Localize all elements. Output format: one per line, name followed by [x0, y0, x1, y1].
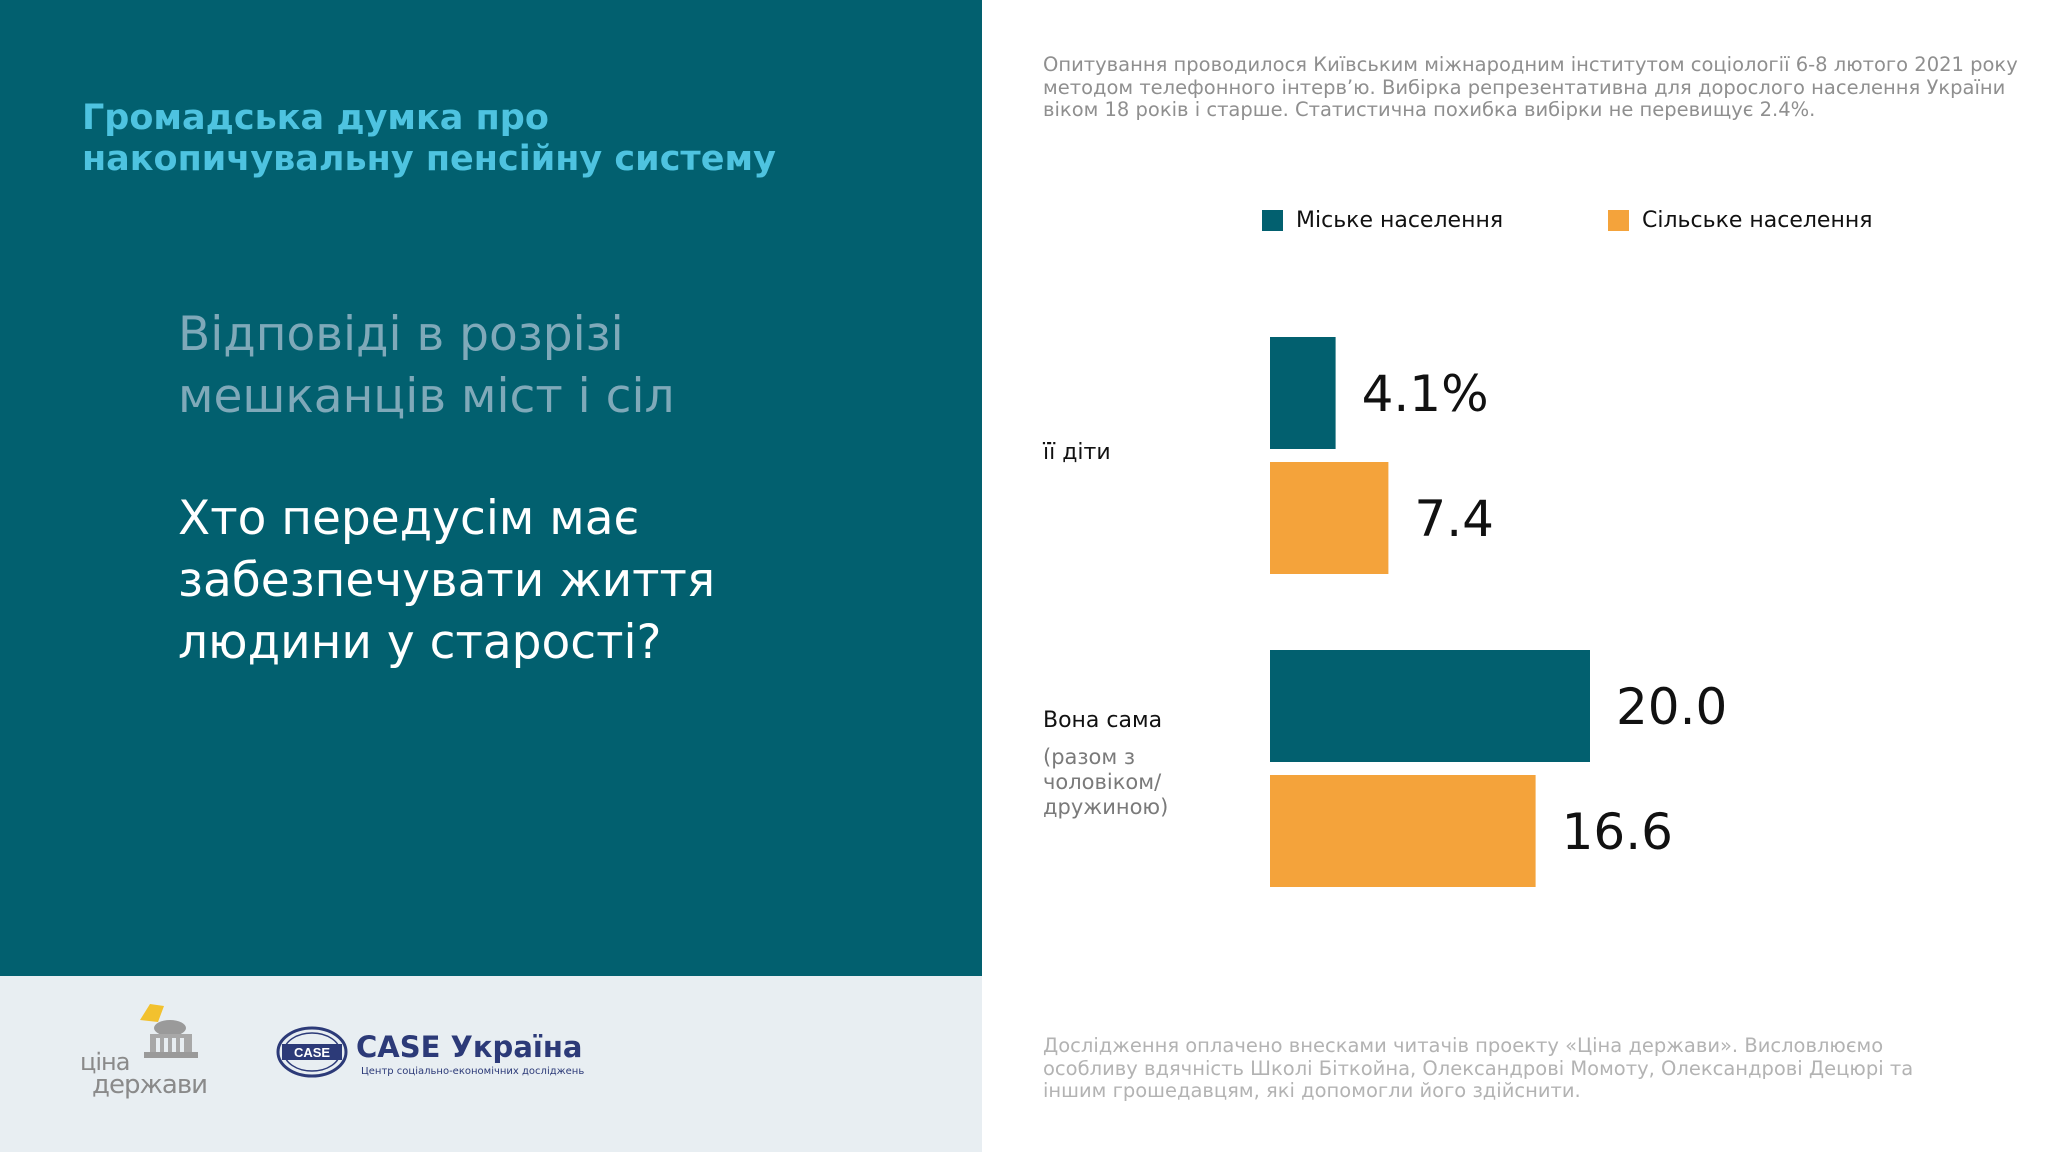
data-label-children-urban: 4.1%	[1362, 365, 1489, 423]
left-panel	[0, 0, 982, 976]
logo-cina-line2: держави	[92, 1070, 208, 1100]
case-emblem-icon: CASE	[276, 1026, 348, 1078]
legend-label-urban: Міське населення	[1296, 208, 1504, 233]
legend-label-rural: Сільське населення	[1642, 208, 1873, 233]
survey-methodology-note: Опитування проводилося Київським міжнаро…	[1043, 53, 2018, 121]
bar-children-rural	[1270, 462, 1389, 574]
case-emblem-text: CASE	[294, 1045, 330, 1060]
data-label-children-rural: 7.4	[1414, 490, 1494, 548]
category-sublabel-self: (разом з чоловіком/ дружиною)	[1043, 745, 1169, 819]
footer-acknowledgement: Дослідження оплачено внесками читачів пр…	[1043, 1034, 1914, 1102]
legend-item-rural: Сільське населення	[1608, 208, 1872, 233]
legend-swatch-rural	[1608, 210, 1629, 231]
bar-children-urban	[1270, 337, 1336, 449]
category-label-self: Вона сама	[1043, 708, 1163, 733]
data-label-self-urban: 20.0	[1616, 678, 1727, 736]
category-label-children: її діти	[1043, 440, 1111, 465]
data-label-self-rural: 16.6	[1562, 803, 1673, 861]
logo-case-name: CASE Україна	[356, 1030, 583, 1064]
bar-self-urban	[1270, 650, 1590, 762]
section-subtitle: Відповіді в розрізі мешканців міст і сіл	[178, 307, 675, 424]
legend-swatch-urban	[1262, 210, 1283, 231]
logo-case-tagline: Центр соціально-економічних досліджень	[361, 1066, 585, 1077]
case-ukraine-logo: CASE CASE Україна Центр соціально-економ…	[276, 1024, 584, 1084]
question-text: Хто передусім має забезпечувати життя лю…	[178, 491, 716, 670]
page-title: Громадська думка про накопичувальну пенс…	[82, 98, 776, 179]
cina-derzhavy-logo: ціна держави	[78, 1004, 218, 1104]
logo-cina-line1: ціна	[80, 1048, 130, 1076]
legend-item-urban: Міське населення	[1262, 208, 1503, 233]
building-icon	[140, 1004, 198, 1058]
footer-band	[0, 976, 982, 1152]
bar-self-rural	[1270, 775, 1536, 887]
